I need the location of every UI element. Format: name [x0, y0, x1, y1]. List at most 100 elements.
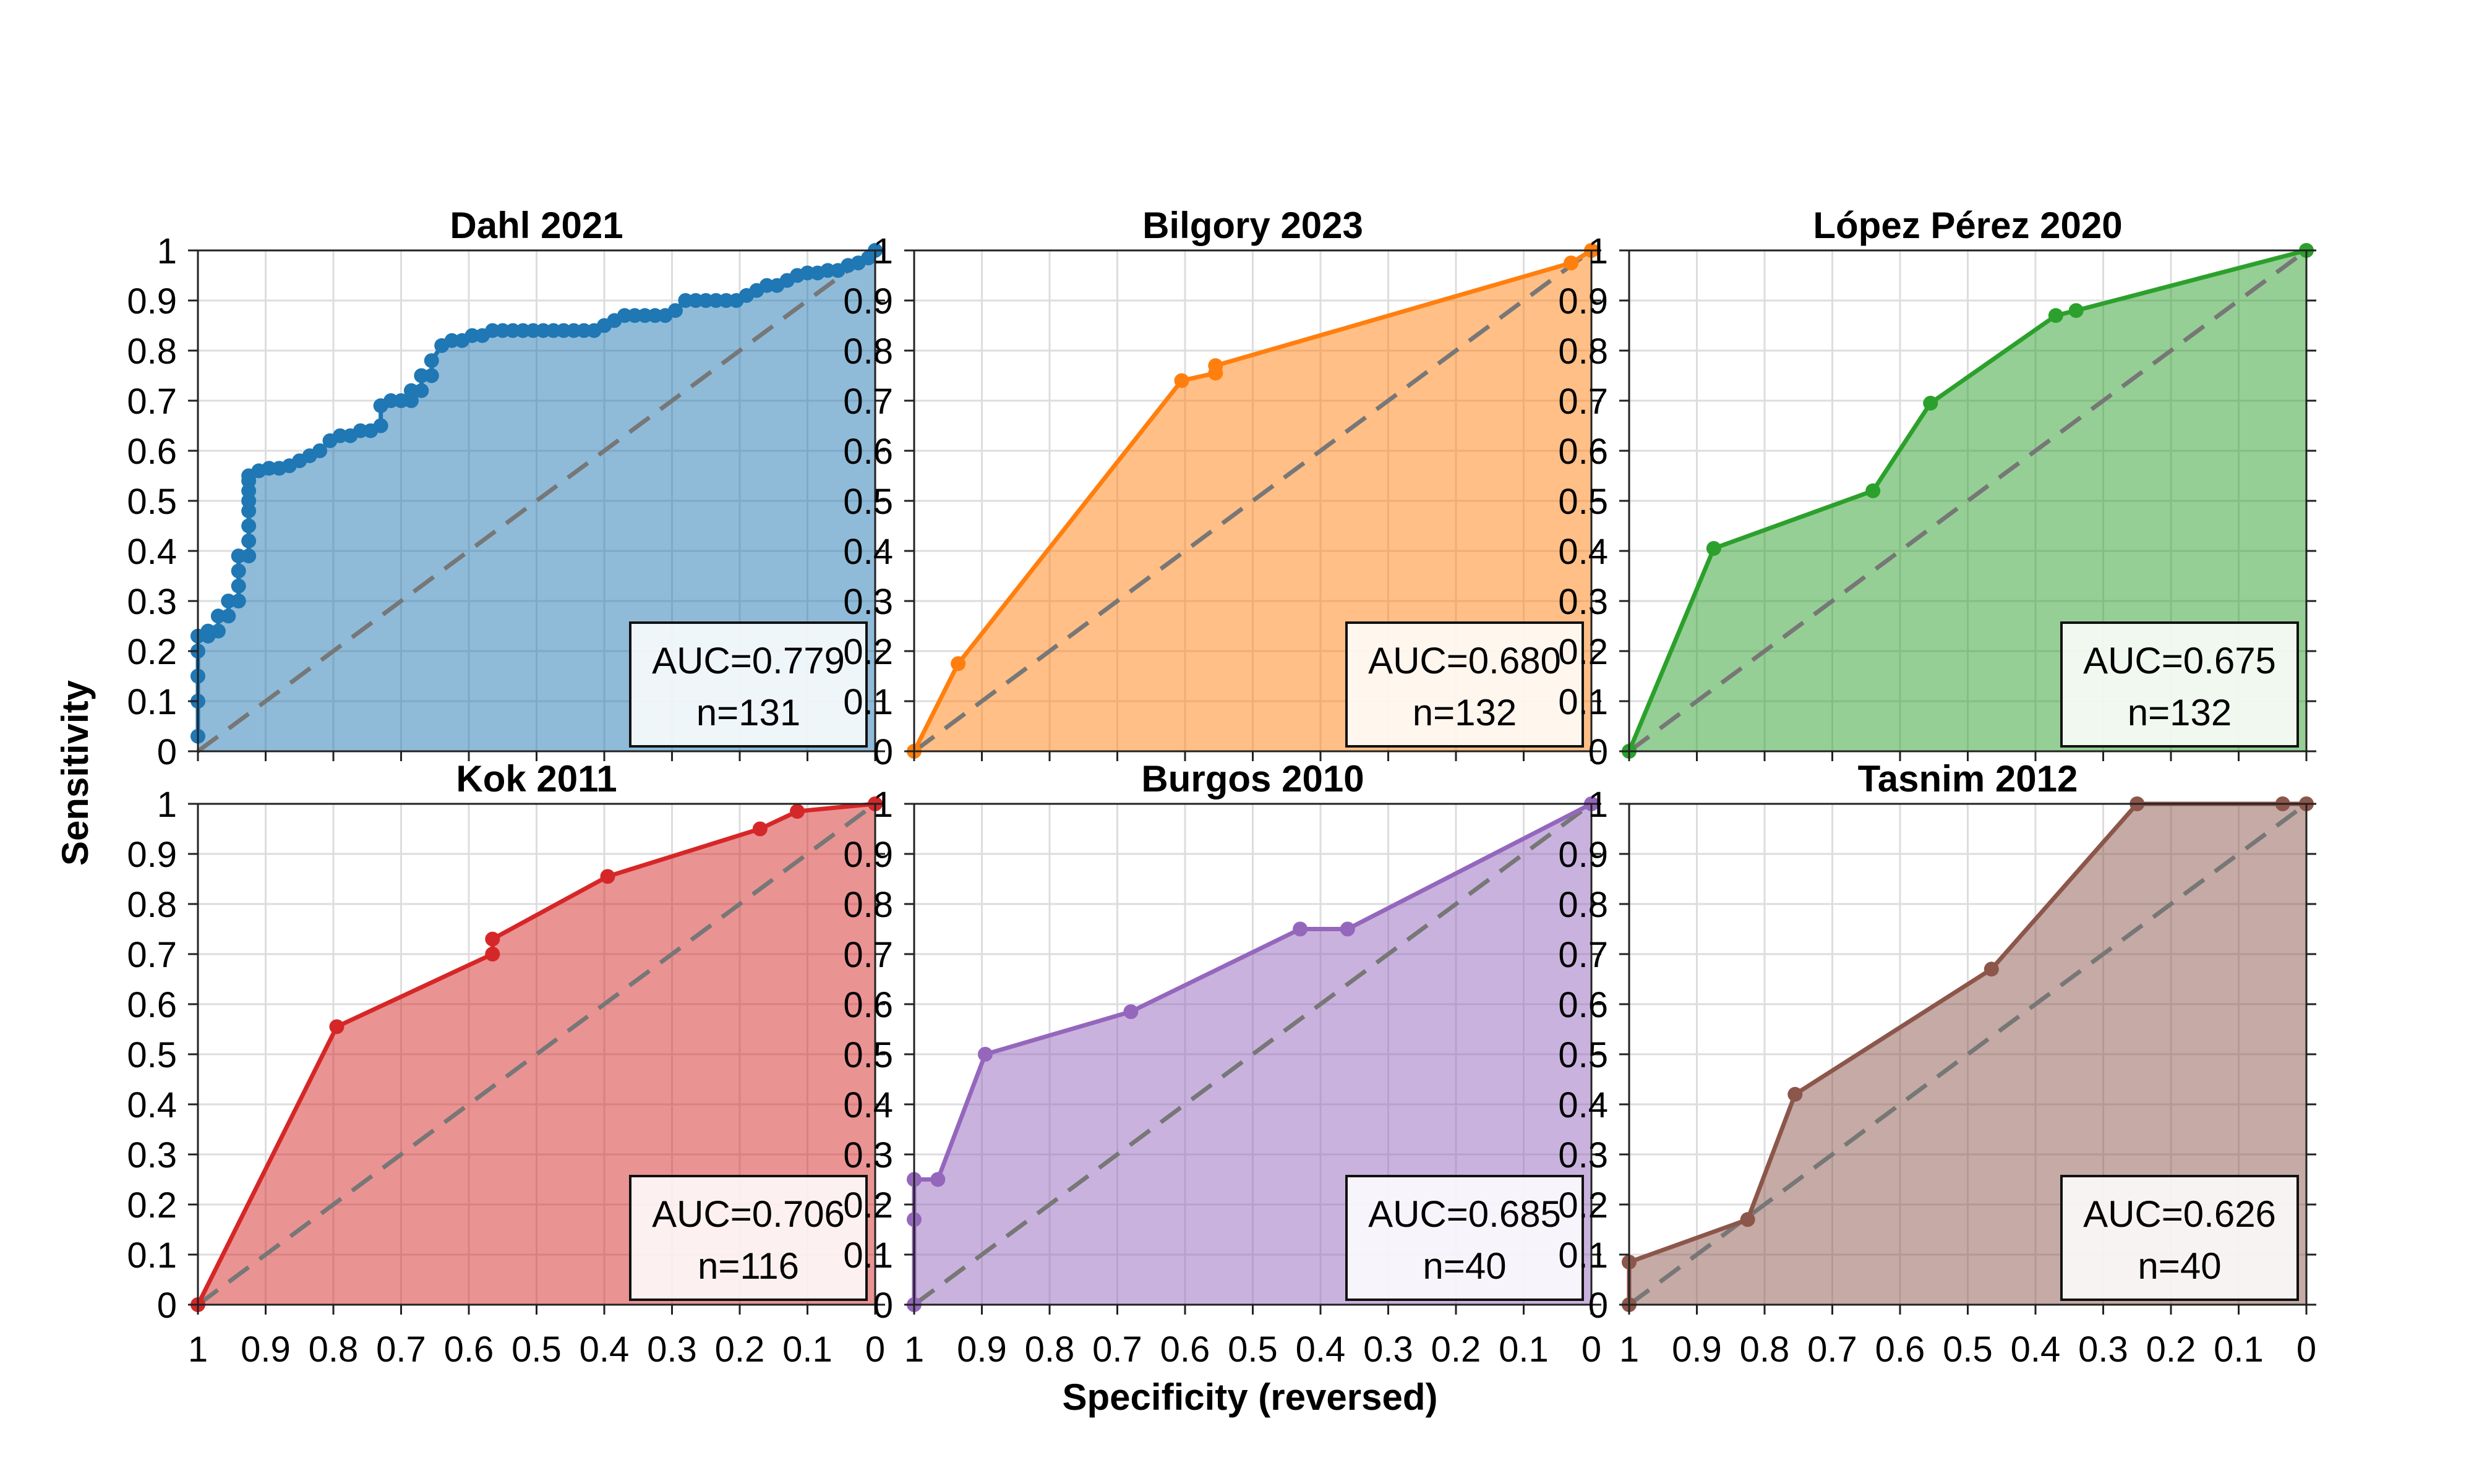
y-tick-label: 0.8	[1558, 331, 1608, 372]
roc-point	[1740, 1212, 1755, 1227]
reference-diagonal	[1627, 802, 2308, 1307]
roc-point	[708, 293, 724, 308]
y-tick-label: 0.4	[843, 532, 893, 572]
y-tick-label: 0.5	[843, 482, 893, 522]
y-tick-label: 0.7	[1558, 382, 1608, 422]
auc-box	[629, 621, 868, 748]
y-tick-label: 0.6	[1558, 985, 1608, 1025]
reference-diagonal	[1627, 249, 2308, 753]
x-tick-label: 0.1	[2214, 1329, 2264, 1370]
panel-5: 0 0.1 0.2 0.3 0.4 0.5 0.6 0.7 0.8 0.9 1 1 0.9 0.8 0.7 0…	[843, 758, 1601, 1370]
roc-point	[1923, 396, 1938, 411]
roc-point	[329, 1019, 345, 1034]
panel-6: 0 0.1 0.2 0.3 0.4 0.5 0.6 0.7 0.8 0.9 1 1 0.9 0.8 0.7 0…	[1558, 758, 2316, 1370]
x-tick-label: 0.5	[1943, 1329, 1993, 1370]
auc-box	[2060, 1175, 2299, 1301]
auc-box	[1345, 1175, 1584, 1301]
roc-point	[210, 623, 226, 639]
roc-point	[231, 548, 246, 564]
roc-point	[977, 1047, 993, 1062]
y-tick-label: 0.5	[1558, 482, 1608, 522]
roc-point	[495, 323, 510, 338]
y-tick-label: 0.1	[1558, 1235, 1608, 1276]
auc-label: AUC=0.779	[652, 640, 845, 681]
roc-point	[820, 263, 836, 278]
x-tick-label: 0.5	[1228, 1329, 1278, 1370]
panel-1: 0 0.1 0.2 0.3 0.4 0.5 0.6 0.7 0.8 0.9 1 Dahl 2021 AU…	[127, 205, 885, 772]
roc-point	[424, 368, 439, 383]
y-tick-label: 0.9	[1558, 281, 1608, 322]
roc-point	[1865, 483, 1881, 498]
roc-point	[353, 423, 368, 438]
roc-point	[231, 594, 246, 608]
y-tick-label: 0.1	[843, 682, 893, 722]
y-tick-label: 0.8	[843, 331, 893, 372]
y-tick-label: 0.2	[1558, 632, 1608, 672]
y-tick-label: 0	[873, 732, 893, 772]
auc-box	[2060, 621, 2299, 748]
roc-point	[464, 328, 480, 343]
y-tick-label: 0.1	[843, 1235, 893, 1276]
roc-point	[424, 353, 439, 369]
y-tick-label: 0.4	[1558, 1085, 1608, 1125]
y-tick-label: 0.4	[1558, 532, 1608, 572]
n-label: n=132	[1413, 692, 1517, 733]
y-tick-label: 0.3	[127, 582, 177, 622]
x-tick-label: 0.2	[1431, 1329, 1481, 1370]
y-tick-label: 0.3	[127, 1135, 177, 1175]
roc-point	[667, 303, 683, 318]
reference-diagonal	[912, 249, 1593, 753]
y-tick-label: 1	[873, 785, 893, 825]
panel-title: Dahl 2021	[450, 205, 623, 246]
roc-point	[200, 623, 216, 639]
roc-point	[414, 368, 429, 383]
auc-label: AUC=0.685	[1368, 1193, 1561, 1235]
y-tick-label: 0.6	[127, 985, 177, 1025]
y-tick-label: 0.4	[127, 1085, 177, 1125]
x-tick-label: 1	[188, 1329, 208, 1370]
auc-label: AUC=0.706	[652, 1193, 845, 1235]
roc-point	[393, 393, 409, 408]
roc-point	[241, 533, 257, 548]
y-tick-label: 0.5	[127, 482, 177, 522]
y-tick-label: 0.3	[843, 582, 893, 622]
x-tick-label: 0.9	[1672, 1329, 1722, 1370]
y-tick-label: 0.9	[127, 281, 177, 322]
x-tick-label: 0.3	[2078, 1329, 2128, 1370]
roc-point	[1123, 1004, 1139, 1020]
panel-3: 0 0.1 0.2 0.3 0.4 0.5 0.6 0.7 0.8 0.9 1 López Pérez…	[1558, 205, 2316, 772]
x-tick-label: 0.7	[376, 1329, 426, 1370]
roc-point	[536, 323, 551, 338]
roc-point	[403, 383, 419, 398]
y-tick-label: 0.6	[1558, 432, 1608, 472]
y-tick-label: 1	[157, 785, 177, 825]
y-tick-label: 1	[1588, 785, 1608, 825]
y-tick-label: 0.8	[127, 885, 177, 925]
y-tick-label: 0	[1588, 732, 1608, 772]
roc-point	[637, 308, 653, 323]
x-tick-label: 0.3	[647, 1329, 697, 1370]
roc-point	[1564, 255, 1579, 271]
x-tick-label: 0.6	[1160, 1329, 1210, 1370]
roc-point	[698, 293, 714, 308]
y-tick-label: 0.1	[1558, 682, 1608, 722]
x-tick-label: 0.4	[1296, 1329, 1346, 1370]
roc-point	[231, 578, 246, 594]
y-tick-label: 0	[157, 732, 177, 772]
x-tick-label: 0	[2296, 1329, 2316, 1370]
x-tick-label: 0.1	[1499, 1329, 1549, 1370]
y-tick-label: 0	[873, 1286, 893, 1326]
n-label: n=131	[696, 692, 801, 733]
x-tick-label: 0.7	[1807, 1329, 1857, 1370]
x-tick-label: 1	[1619, 1329, 1639, 1370]
y-tick-label: 0.1	[127, 1235, 177, 1276]
x-tick-label: 0.6	[1875, 1329, 1925, 1370]
x-tick-label: 0.4	[580, 1329, 630, 1370]
roc-point	[485, 947, 500, 962]
y-tick-label: 0.6	[843, 432, 893, 472]
panel-title: Kok 2011	[456, 758, 617, 800]
x-tick-label: 0.9	[241, 1329, 291, 1370]
roc-point	[1208, 358, 1223, 373]
n-label: n=40	[2138, 1245, 2221, 1287]
roc-point	[515, 323, 531, 338]
